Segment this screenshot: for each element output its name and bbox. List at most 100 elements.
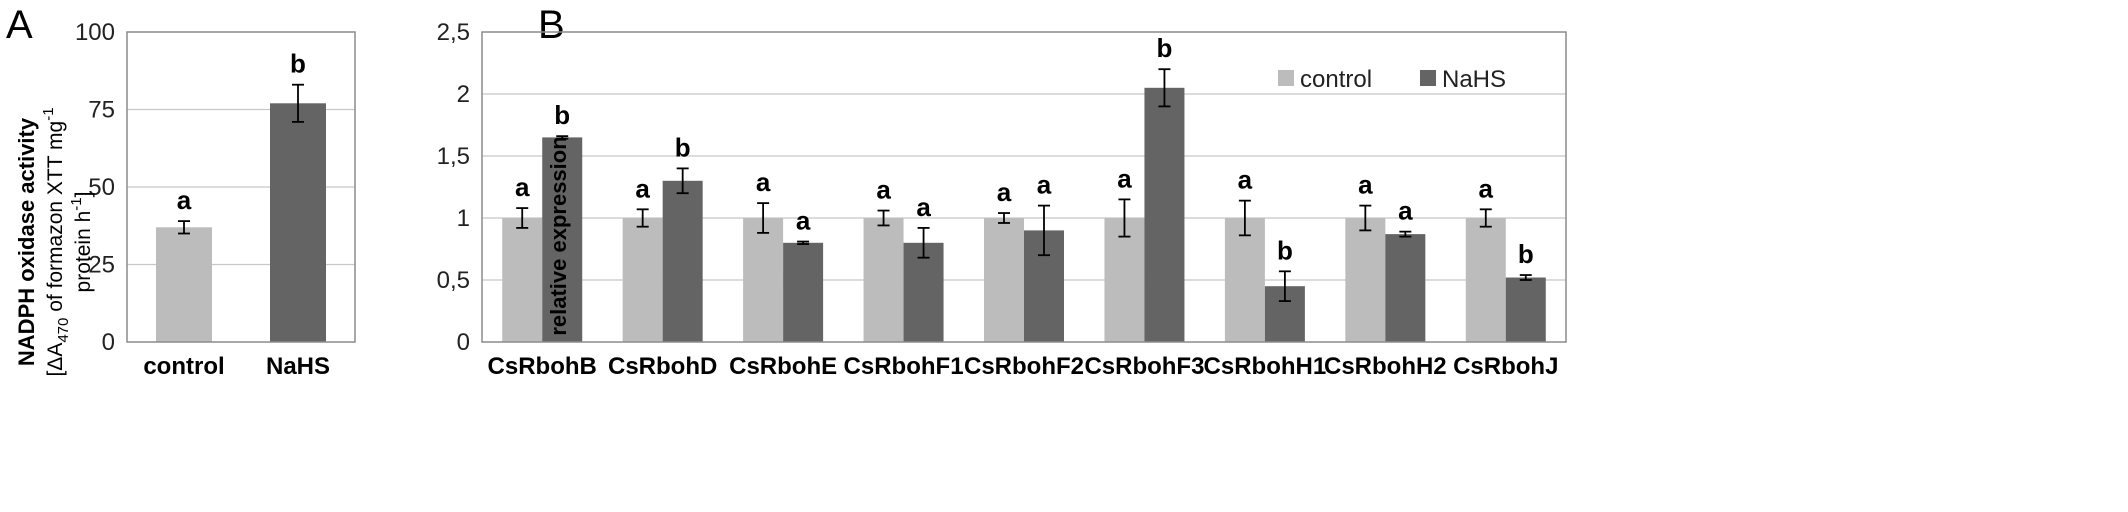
bar-csrbohb-control	[502, 218, 543, 342]
y-axis-label-a: NADPH oxidase activity [ΔA470 of formazo…	[14, 107, 95, 376]
error-bar-csrbohe-control	[757, 202, 770, 234]
significance-label-csrbohb-control: a	[515, 172, 530, 202]
error-bar-csrbohf2-nahs	[1038, 204, 1050, 257]
panel-a-y-tick-label: 0	[102, 329, 115, 356]
bars-a: ab	[156, 49, 326, 342]
legend-label-nahs: NaHS	[1442, 66, 1506, 93]
plot-frame-a	[126, 31, 356, 343]
legend-swatch-nahs	[1420, 70, 1436, 86]
panel-a-y-tick-label: 50	[88, 174, 115, 201]
category-label-csrbohh2: CsRbohH2	[1324, 353, 1447, 380]
bar-csrbohf2-control	[984, 218, 1024, 342]
error-bar-a-nahs	[292, 83, 304, 123]
panel-a-y-tick-label: 100	[75, 19, 115, 46]
bar-csrbohf1-nahs	[903, 242, 944, 342]
y-axis-label-a-line1: NADPH oxidase activity	[14, 117, 39, 366]
error-bar-csrbohj-nahs	[1519, 274, 1532, 281]
error-bar-csrbohf1-control	[877, 209, 890, 227]
error-bar-csrbohd-control	[636, 208, 649, 228]
panel-b-y-tick-label: 2,5	[437, 19, 470, 46]
significance-label-csrbohh2-nahs: a	[1398, 196, 1413, 226]
significance-label-csrbohe-control: a	[756, 167, 771, 197]
bar-csrbohj-control	[1465, 218, 1506, 342]
y-ticks-b: 0 0,5 1 1,5 2 2,5	[437, 19, 470, 356]
legend-label-control: control	[1300, 66, 1372, 93]
category-label-csrbohb: CsRbohB	[488, 353, 597, 380]
category-label-csrbohe: CsRbohE	[729, 353, 837, 380]
bar-a-nahs	[270, 103, 326, 342]
panel-b-y-tick-label: 2	[457, 81, 470, 108]
error-bar-csrbohb-nahs	[556, 135, 569, 140]
panel-letter-b: B	[538, 3, 565, 47]
significance-label-csrbohe-nahs: a	[796, 206, 811, 236]
significance-label-csrbohd-nahs: b	[675, 132, 691, 162]
y-axis-label-a-line3: protein h-1]	[68, 192, 95, 293]
significance-label-csrbohh2-control: a	[1358, 170, 1373, 200]
panel-a-y-tick-label: 25	[88, 252, 115, 279]
category-label-a-nahs: NaHS	[266, 353, 330, 380]
bar-csrbohh1-control	[1224, 218, 1265, 342]
significance-label-csrbohj-nahs: b	[1518, 239, 1534, 269]
category-label-csrbohh1: CsRbohH1	[1204, 353, 1327, 380]
category-label-csrbohf2: CsRbohF2	[964, 353, 1084, 380]
y-ticks-a: 0 25 50 75 100	[75, 19, 115, 356]
bar-csrbohh2-control	[1345, 218, 1386, 342]
bar-csrbohf1-control	[863, 218, 904, 342]
panel-b-y-tick-label: 1,5	[437, 143, 470, 170]
category-label-csrbohf3: CsRbohF3	[1084, 353, 1204, 380]
significance-label-a-control: a	[177, 185, 192, 215]
error-bar-csrbohh1-nahs	[1278, 270, 1291, 302]
y-axis-label-b: relative expression	[546, 136, 571, 335]
error-bar-a-control	[178, 220, 190, 235]
panel-letter-a: A	[6, 3, 33, 47]
error-bar-csrbohh2-nahs	[1399, 230, 1412, 238]
error-bar-csrbohf3-nahs	[1158, 68, 1171, 108]
bar-csrbohe-control	[743, 218, 784, 342]
error-bar-csrbohd-nahs	[676, 167, 689, 195]
error-bar-csrbohh1-control	[1238, 199, 1251, 237]
bar-csrbohe-nahs	[783, 242, 824, 342]
panel-b-y-tick-label: 1	[457, 205, 470, 232]
bar-csrbohf3-nahs	[1144, 87, 1185, 342]
panel-b-y-tick-label: 0	[457, 329, 470, 356]
categories-b: CsRbohB CsRbohD CsRbohE CsRbohF1 CsRbohF2 CsR…	[488, 353, 1559, 380]
bar-csrbohd-control	[622, 218, 663, 342]
error-bar-csrbohf1-nahs	[917, 227, 930, 259]
significance-label-csrbohd-control: a	[635, 173, 650, 203]
bar-csrbohf3-control	[1104, 218, 1145, 342]
bar-csrbohj-nahs	[1505, 277, 1546, 342]
significance-label-a-nahs: b	[290, 49, 306, 79]
bar-csrbohh2-nahs	[1385, 234, 1426, 342]
significance-label-csrbohf2-nahs: a	[1037, 170, 1052, 200]
category-label-csrbohf1: CsRbohF1	[844, 353, 964, 380]
significance-label-csrbohf2-control: a	[997, 177, 1012, 207]
significance-label-csrbohj-control: a	[1479, 173, 1494, 203]
significance-label-csrbohf1-nahs: a	[916, 192, 931, 222]
category-label-csrbohj: CsRbohJ	[1453, 353, 1558, 380]
significance-label-csrbohh1-control: a	[1238, 165, 1253, 195]
categories-a: control NaHS	[143, 353, 330, 380]
error-bar-csrbohh2-control	[1359, 204, 1372, 232]
significance-label-csrbohf3-nahs: b	[1156, 33, 1172, 63]
error-bar-csrbohj-control	[1479, 208, 1492, 228]
error-bar-csrbohf2-control	[998, 212, 1010, 224]
error-bar-csrbohf3-control	[1118, 198, 1131, 238]
y-axis-label-a-line2: [ΔA470 of formazon XTT mg-1	[40, 107, 72, 376]
panel-b-y-tick-label: 0,5	[437, 267, 470, 294]
bar-csrbohb-nahs	[542, 137, 583, 342]
legend-swatch-control	[1278, 70, 1294, 86]
significance-label-csrbohf1-control: a	[876, 175, 891, 205]
category-label-csrbohd: CsRbohD	[608, 353, 717, 380]
plot-frame-b	[481, 31, 1567, 343]
significance-label-csrbohb-nahs: b	[554, 100, 570, 130]
panel-a-y-tick-label: 75	[88, 97, 115, 124]
error-bar-csrbohb-control	[516, 207, 529, 229]
category-label-a-control: control	[143, 353, 224, 380]
legend: control NaHS	[1278, 66, 1506, 93]
error-bar-csrbohe-nahs	[797, 240, 810, 245]
significance-label-csrbohh1-nahs: b	[1277, 235, 1293, 265]
bar-a-control	[156, 227, 212, 342]
